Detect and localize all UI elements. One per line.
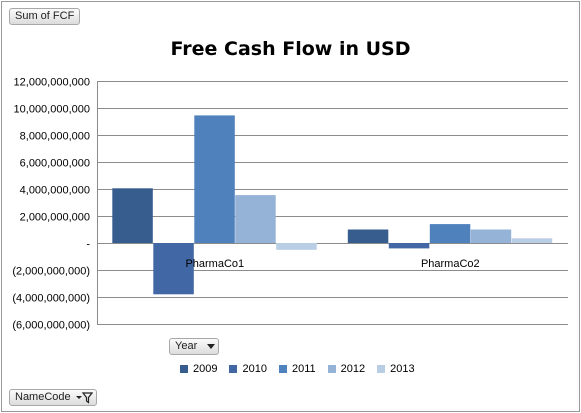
filter-dropdown-icon[interactable] xyxy=(75,391,93,404)
bar xyxy=(194,115,235,243)
y-tick-label: 6,000,000,000 xyxy=(20,158,90,170)
category-label: PharmaCo1 xyxy=(185,258,244,270)
bar xyxy=(347,229,389,243)
legend-swatch xyxy=(327,365,336,373)
chevron-down-icon[interactable] xyxy=(207,344,216,349)
bar xyxy=(276,243,317,250)
legend-label: 2010 xyxy=(242,363,267,375)
bar xyxy=(511,238,553,243)
legend-swatch xyxy=(180,365,188,373)
y-tick-label: 4,000,000,000 xyxy=(20,185,90,197)
legend-swatch xyxy=(229,365,238,373)
legend-item: 2013 xyxy=(377,363,415,375)
legend-label: 2009 xyxy=(193,363,218,375)
legend-item: 2012 xyxy=(327,363,366,375)
chart-legend: 2009 2010 2011 2012 2013 xyxy=(180,363,427,375)
namecode-field-button[interactable]: NameCode xyxy=(9,389,97,406)
bar xyxy=(153,243,194,295)
bar xyxy=(470,229,512,243)
legend-item: 2009 xyxy=(180,363,217,375)
y-tick-label: (6,000,000,000) xyxy=(12,320,90,332)
y-tick-label: 12,000,000,000 xyxy=(14,77,90,89)
legend-item: 2011 xyxy=(278,363,316,375)
y-tick-label: 10,000,000,000 xyxy=(14,104,90,116)
category-label: PharmaCo2 xyxy=(421,258,480,270)
namecode-label: NameCode xyxy=(15,391,71,403)
legend-swatch xyxy=(278,365,287,373)
bar xyxy=(235,195,276,243)
bar xyxy=(112,188,153,243)
y-tick-label: 8,000,000,000 xyxy=(20,131,90,143)
y-tick-label: (4,000,000,000) xyxy=(12,293,90,305)
bar xyxy=(429,224,471,243)
y-tick-label: (2,000,000,000) xyxy=(12,266,90,278)
year-field-button[interactable]: Year xyxy=(169,338,220,355)
sum-of-fcf-field-button[interactable]: Sum of FCF xyxy=(9,8,81,25)
legend-label: 2012 xyxy=(340,363,366,375)
y-tick-label: - xyxy=(86,239,90,251)
legend-swatch xyxy=(377,365,386,373)
chart-title: Free Cash Flow in USD xyxy=(170,38,411,60)
legend-label: 2011 xyxy=(291,363,316,375)
bar xyxy=(388,243,430,249)
year-label: Year xyxy=(175,340,198,352)
legend-item: 2010 xyxy=(229,363,267,375)
y-tick-label: 2,000,000,000 xyxy=(20,212,90,224)
sum-of-fcf-label: Sum of FCF xyxy=(15,10,75,22)
legend-label: 2013 xyxy=(390,363,415,375)
